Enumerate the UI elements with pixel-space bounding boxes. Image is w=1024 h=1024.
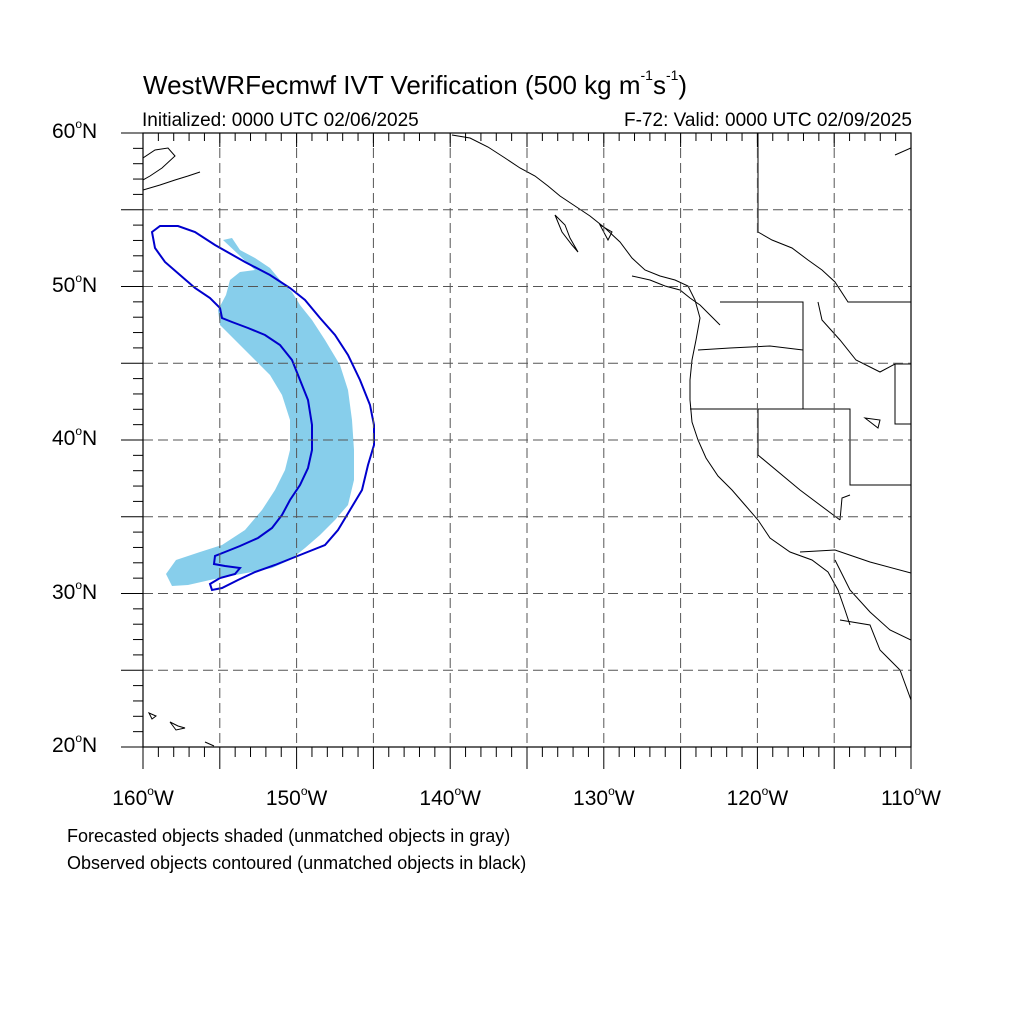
valid-time: F-72: Valid: 0000 UTC 02/09/2025 [624, 110, 912, 131]
axis-ticks [121, 132, 912, 769]
lat-label: 60oN [52, 117, 98, 143]
lon-label: 150oW [265, 784, 328, 810]
lon-label: 160oW [112, 784, 174, 810]
note-observed: Observed objects contoured (unmatched ob… [67, 853, 527, 873]
lat-label: 50oN [52, 270, 98, 297]
lat-lon-grid [143, 133, 911, 747]
initialized-time: Initialized: 0000 UTC 02/06/2025 [142, 110, 419, 131]
coastlines [143, 134, 911, 747]
lat-label: 40oN [52, 424, 98, 450]
note-forecast: Forecasted objects shaded (unmatched obj… [67, 826, 511, 846]
lat-label: 20oN [52, 731, 98, 757]
lat-label: 30oN [52, 577, 98, 604]
lon-label: 120oW [726, 784, 789, 810]
lon-label: 130oW [573, 784, 635, 810]
observed-ivt-contour [150, 225, 375, 592]
lon-label: 140oW [419, 784, 481, 810]
state-boundaries [690, 133, 911, 701]
plot-title: WestWRFecmwf IVT Verification (500 kg m-… [143, 67, 688, 100]
forecast-ivt-object [166, 238, 354, 586]
lon-label: 110oW [881, 784, 941, 810]
